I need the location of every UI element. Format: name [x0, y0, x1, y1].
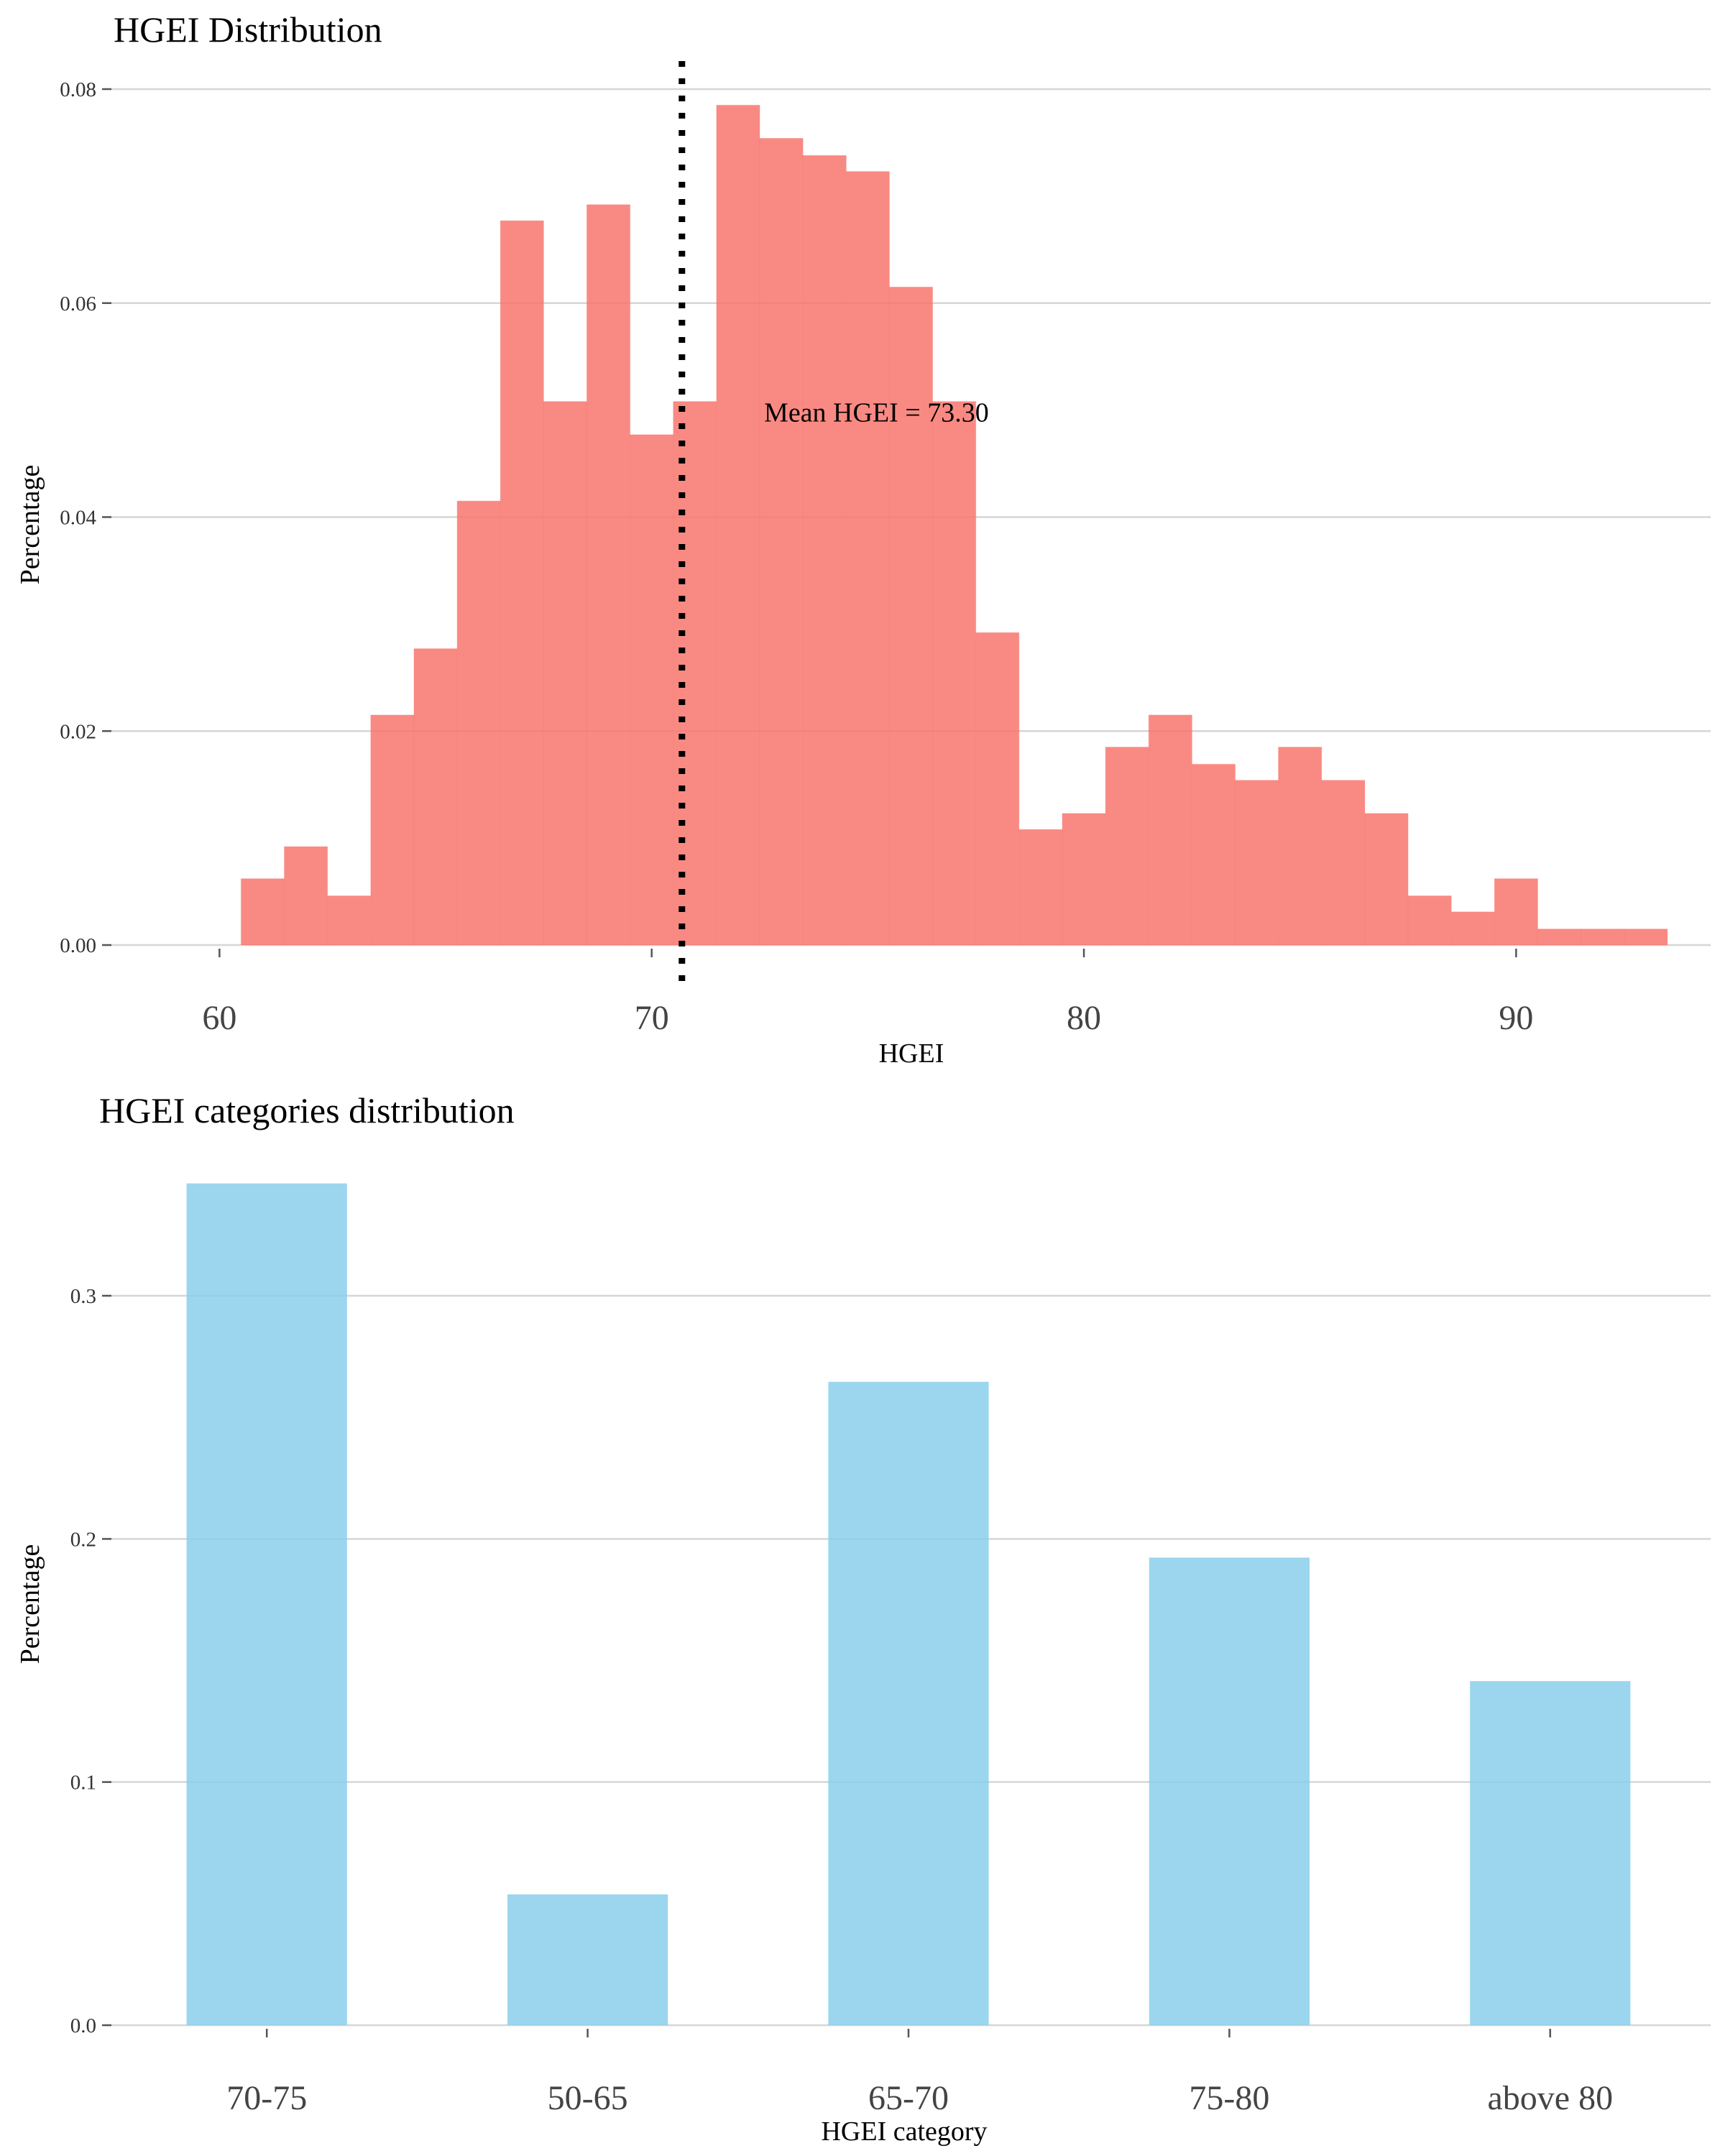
histogram-bar: [802, 155, 847, 946]
x-tick-label: 80: [1067, 999, 1101, 1037]
histogram-bar: [284, 846, 328, 946]
histogram-bar: [1148, 714, 1192, 946]
histogram-bar: [1191, 763, 1236, 946]
histogram-bar: [586, 204, 631, 946]
category-bars: [186, 1183, 1631, 2025]
histogram-bar: [1581, 929, 1625, 946]
category-panel: 0.0 0.1 0.2 0.3 70-75 50-65 65-70 75-80 above 8…: [15, 1090, 1711, 2147]
histogram-bar: [1062, 813, 1106, 946]
x-tick-label: 70-75: [226, 2079, 307, 2117]
histogram-panel: 0.00 0.02 0.04 0.06 0.08 60 70 80 90 HGEI Distr…: [15, 9, 1711, 1069]
histogram-bar: [1018, 829, 1063, 946]
category-title: HGEI categories distribution: [99, 1090, 515, 1130]
category-bar: [1149, 1557, 1310, 2025]
histogram-bar: [716, 104, 760, 946]
histogram-bar: [1105, 747, 1149, 946]
x-tick-label: 70: [635, 999, 669, 1037]
histogram-bar: [1450, 911, 1495, 946]
histogram-bar: [1407, 895, 1452, 946]
histogram-bar: [543, 401, 587, 946]
category-bar: [186, 1183, 347, 2025]
histogram-bar: [630, 434, 674, 946]
histogram-bar: [370, 714, 415, 946]
histogram-bar: [975, 632, 1020, 946]
histogram-bar: [1364, 813, 1409, 946]
y-tick-label: 0.02: [60, 720, 96, 743]
histogram-bar: [240, 878, 285, 946]
x-tick-label: 75-80: [1189, 2079, 1269, 2117]
histogram-bar: [673, 401, 717, 946]
histogram-bar: [1321, 780, 1366, 946]
histogram-bar: [413, 648, 458, 946]
histogram-bar: [932, 401, 977, 946]
x-tick-label: 90: [1499, 999, 1533, 1037]
histogram-x-axis-title: HGEI: [879, 1038, 944, 1069]
histogram-title: HGEI Distribution: [114, 9, 382, 50]
histogram-bar: [1235, 780, 1279, 946]
histogram-bar: [759, 137, 804, 946]
category-bar: [507, 1894, 668, 2025]
histogram-bar: [500, 220, 544, 946]
histogram-bar: [456, 500, 501, 946]
histogram-bar: [1537, 929, 1582, 946]
y-tick-label: 0.08: [60, 78, 96, 101]
y-tick-label: 0.0: [70, 2014, 96, 2037]
x-tick-label: 65-70: [868, 2079, 949, 2117]
histogram-bar: [1624, 929, 1668, 946]
histogram-bar: [888, 286, 934, 946]
histogram-bar: [327, 895, 372, 946]
y-tick-label: 0.04: [60, 507, 96, 530]
mean-annotation: Mean HGEI = 73.30: [764, 398, 989, 428]
y-tick-label: 0.06: [60, 292, 96, 315]
x-tick-label: 50-65: [548, 2079, 628, 2117]
y-tick-label: 0.2: [70, 1528, 96, 1551]
histogram-y-axis-title: Percentage: [15, 465, 45, 585]
y-tick-label: 0.00: [60, 934, 96, 957]
histogram-x-ticks: 60 70 80 90: [202, 949, 1533, 1037]
x-tick-label: above 80: [1487, 2079, 1613, 2117]
histogram-bar: [1494, 878, 1538, 946]
category-bar: [828, 1381, 989, 2025]
x-tick-label: 60: [202, 999, 236, 1037]
histogram-bar: [845, 171, 890, 946]
y-tick-label: 0.3: [70, 1285, 96, 1308]
histogram-y-ticks: 0.00 0.02 0.04 0.06 0.08: [60, 78, 111, 957]
category-y-axis-title: Percentage: [15, 1544, 45, 1664]
histogram-bars: [240, 104, 1668, 946]
category-x-ticks: 70-75 50-65 65-70 75-80 above 80: [226, 2029, 1613, 2117]
y-tick-label: 0.1: [70, 1772, 96, 1795]
histogram-bar: [1278, 747, 1322, 946]
category-x-axis-title: HGEI category: [821, 2116, 987, 2147]
category-y-ticks: 0.0 0.1 0.2 0.3: [70, 1285, 111, 2037]
category-bar: [1470, 1681, 1631, 2025]
